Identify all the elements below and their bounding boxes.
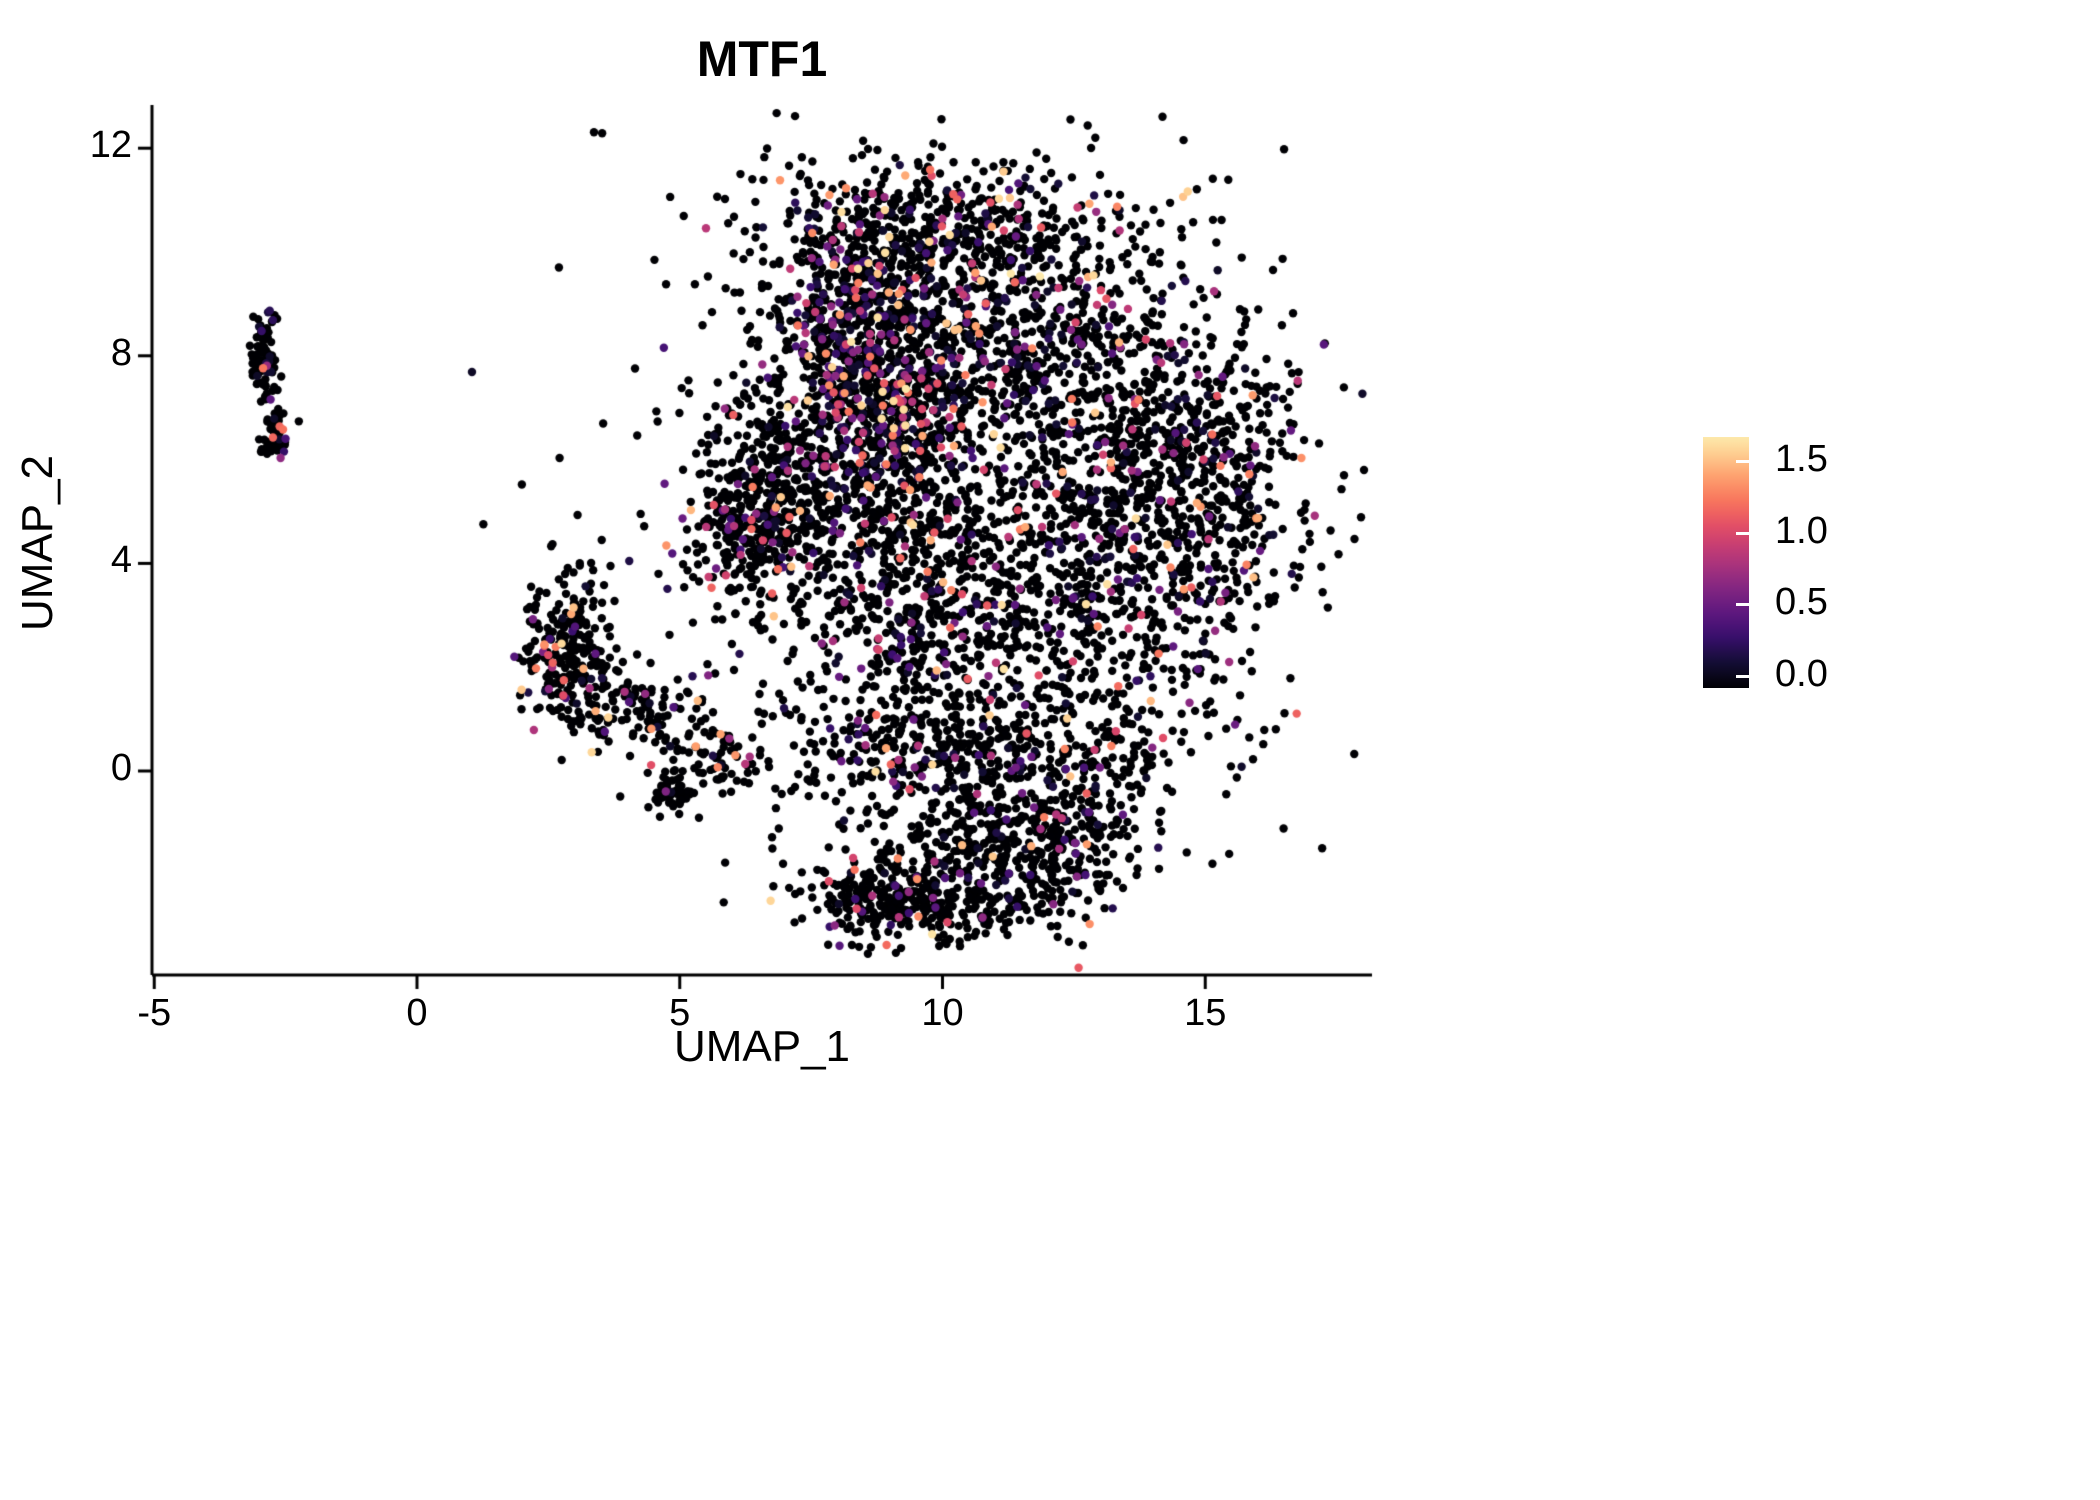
legend-tick-mark (1736, 603, 1749, 607)
x-tick-label: 15 (1184, 992, 1227, 1034)
x-tick-label: -5 (137, 992, 172, 1034)
legend-tick-label: 1.0 (1775, 509, 1828, 552)
legend-tick-mark (1736, 531, 1749, 535)
legend-tick-label: 0.5 (1775, 581, 1828, 624)
plot-title: MTF1 (696, 31, 828, 87)
legend-tick-mark (1736, 460, 1749, 464)
colorbar-legend (1703, 437, 1749, 688)
y-tick-label: 0 (110, 747, 132, 789)
x-tick-label: 5 (669, 992, 691, 1034)
y-tick-label: 12 (89, 124, 132, 167)
legend-tick-mark (1736, 675, 1749, 678)
x-tick-label: 10 (921, 992, 964, 1034)
x-axis-label: UMAP_1 (673, 1022, 851, 1071)
y-tick-label: 4 (110, 539, 132, 582)
y-tick-label: 8 (110, 331, 132, 374)
legend-tick-label: 1.5 (1775, 438, 1828, 481)
legend-tick-label: 0.0 (1775, 653, 1828, 695)
x-tick-label: 0 (406, 992, 428, 1034)
